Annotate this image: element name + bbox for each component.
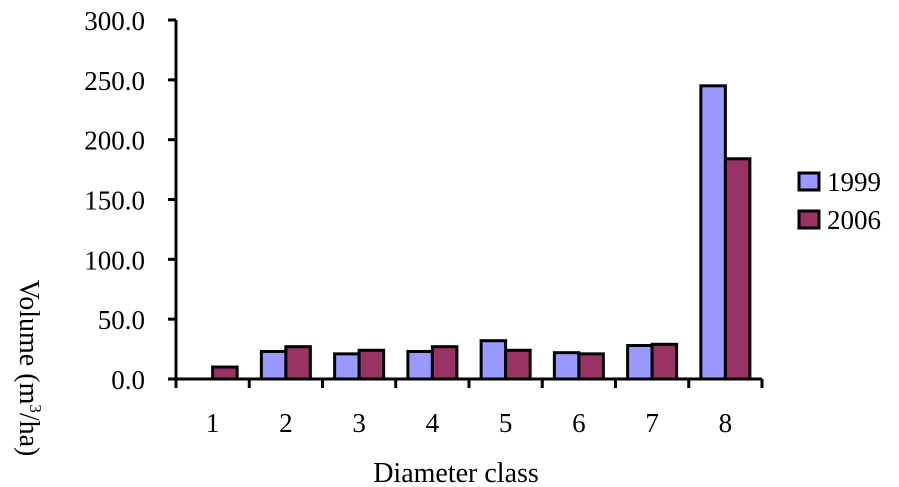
bar-2006-class-1	[211, 365, 239, 381]
bar-2006-class-5	[504, 348, 532, 381]
y-tick-label: 0.0	[111, 365, 145, 395]
x-tick-label: 2	[279, 408, 293, 438]
y-axis-title: Volume (m3/ha)	[13, 280, 45, 457]
bar-2006-class-7	[650, 342, 679, 381]
y-tick-label: 50.0	[98, 305, 145, 335]
y-tick-label: 200.0	[84, 126, 145, 156]
y-tick-label: 100.0	[84, 245, 145, 275]
bar-2006-class-2	[284, 345, 312, 381]
bar-1999-class-2	[259, 349, 288, 381]
y-axis-title-superscript: 3	[26, 404, 45, 413]
x-axis-title: Diameter class	[373, 458, 539, 487]
bar-2006-class-4	[430, 345, 459, 381]
bars-group	[211, 84, 752, 381]
y-tick-label: 150.0	[84, 186, 145, 216]
x-tick-label: 4	[426, 408, 440, 438]
bar-1999-class-4	[406, 349, 434, 381]
y-axis-ticks: 0.0 50.0 100.0 150.0 200.0 250.0 300.0	[84, 6, 176, 395]
y-tick-label: 250.0	[84, 66, 145, 96]
bar-1999-class-8	[699, 84, 727, 381]
bar-2006-class-6	[577, 352, 605, 381]
y-tick-label: 300.0	[84, 6, 145, 36]
y-axis-title-main: Volume (m	[13, 280, 44, 405]
bar-1999-class-5	[479, 339, 508, 381]
legend-swatch-1999	[797, 171, 821, 192]
legend-label-2006: 2006	[827, 205, 881, 235]
x-tick-label: 3	[352, 408, 366, 438]
y-axis-title-unit: /ha)	[13, 413, 44, 457]
x-tick-label: 5	[499, 408, 513, 438]
bar-2006-class-3	[357, 348, 386, 381]
legend: 1999 2006	[797, 167, 881, 235]
bar-2006-class-8	[723, 157, 752, 381]
x-tick-label: 7	[645, 408, 659, 438]
bar-1999-class-7	[626, 343, 654, 381]
plot-area	[174, 20, 762, 381]
legend-label-1999: 1999	[827, 167, 881, 197]
x-tick-label: 1	[206, 408, 220, 438]
x-tick-label: 8	[719, 408, 733, 438]
bar-1999-class-3	[333, 352, 361, 381]
x-axis-ticks: 1 2 3 4 5 6 7 8	[174, 379, 764, 438]
x-tick-label: 6	[572, 408, 586, 438]
bar-1999-class-6	[552, 351, 581, 381]
legend-swatch-2006	[797, 209, 821, 230]
